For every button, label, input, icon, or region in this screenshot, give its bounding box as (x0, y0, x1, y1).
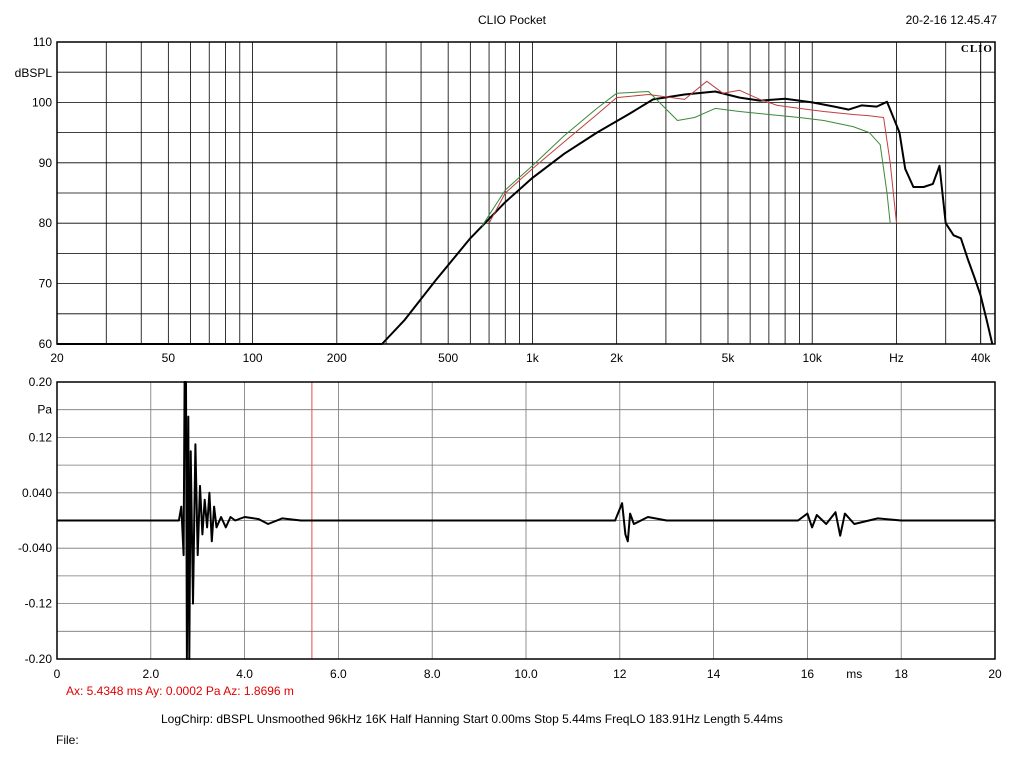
ir-xtick-label: ms (846, 667, 862, 681)
fr-grid (57, 42, 995, 344)
fr-ytick-label: 80 (39, 216, 53, 230)
ir-ytick-label: Pa (37, 403, 52, 417)
fr-ytick-label: 90 (39, 156, 53, 170)
file-label: File: (56, 733, 79, 747)
fr-xtick-label: 40k (971, 351, 991, 365)
fr-xtick-label: 1k (526, 351, 540, 365)
app-title: CLIO Pocket (477, 13, 547, 27)
fr-xtick-label: 2k (610, 351, 624, 365)
ir-ytick-label: 0.20 (29, 375, 53, 389)
ir-tick-labels: 0 2.0 4.0 6.0 8.0 10.0 12 14 16 ms 18 20 0.20 Pa 0.12 0… (18, 375, 1002, 681)
ir-xtick-label: 16 (801, 667, 815, 681)
ir-xtick-label: 2.0 (142, 667, 159, 681)
ir-xtick-label: 8.0 (424, 667, 441, 681)
frequency-response-plot[interactable]: 20 50 100 200 500 1k 2k 5k 10k Hz 40k 110 100 90 80 70 6… (15, 35, 996, 365)
ir-ytick-label: -0.12 (25, 597, 53, 611)
ir-xtick-label: 4.0 (236, 667, 253, 681)
fr-ytick-label: 100 (32, 95, 52, 109)
fr-ytick-label: 60 (39, 337, 53, 351)
fr-frame (56, 41, 996, 345)
ir-xtick-label: 0 (54, 667, 61, 681)
fr-trace-2 (481, 91, 891, 227)
ir-xtick-label: 20 (988, 667, 1002, 681)
ir-frame (56, 381, 996, 660)
ir-ytick-label: 0.12 (29, 430, 53, 444)
impulse-response-plot[interactable]: 0 2.0 4.0 6.0 8.0 10.0 12 14 16 ms 18 20 0.20 Pa 0.12 0… (18, 375, 1002, 681)
fr-trace-0 (57, 90, 994, 345)
ir-xtick-label: 14 (707, 667, 721, 681)
fr-xtick-label: 10k (803, 351, 823, 365)
fr-xtick-label: 500 (438, 351, 458, 365)
fr-traces (57, 80, 994, 345)
fr-xtick-label: 5k (722, 351, 736, 365)
fr-ytick-label: 70 (39, 277, 53, 291)
ir-ytick-label: 0.040 (22, 486, 52, 500)
ir-xtick-label: 10.0 (514, 667, 538, 681)
measurement-settings: LogChirp: dBSPL Unsmoothed 96kHz 16K Hal… (161, 712, 783, 726)
clio-logo: CLIO (961, 43, 993, 55)
cursor-readout: Ax: 5.4348 ms Ay: 0.0002 Pa Az: 1.8696 m (66, 684, 294, 698)
ir-xtick-label: 6.0 (330, 667, 347, 681)
ir-traces (57, 381, 995, 660)
fr-xtick-label: 20 (50, 351, 64, 365)
fr-tick-labels: 20 50 100 200 500 1k 2k 5k 10k Hz 40k 110 100 90 80 70 6… (32, 35, 991, 365)
ir-xtick-label: 12 (613, 667, 627, 681)
fr-xtick-label: 200 (327, 351, 347, 365)
timestamp: 20-2-16 12.45.47 (905, 13, 997, 27)
ir-trace-0 (57, 381, 995, 660)
ir-ytick-label: -0.20 (25, 652, 53, 666)
fr-ylabel: dBSPL (15, 66, 53, 80)
fr-xtick-label: Hz (889, 351, 904, 365)
ir-grid (57, 382, 995, 659)
fr-xtick-label: 50 (162, 351, 176, 365)
ir-ytick-label: -0.040 (18, 541, 52, 555)
fr-trace-1 (488, 80, 897, 224)
ir-xtick-label: 18 (895, 667, 909, 681)
fr-xtick-label: 100 (243, 351, 263, 365)
fr-ytick-label: 110 (33, 35, 52, 49)
